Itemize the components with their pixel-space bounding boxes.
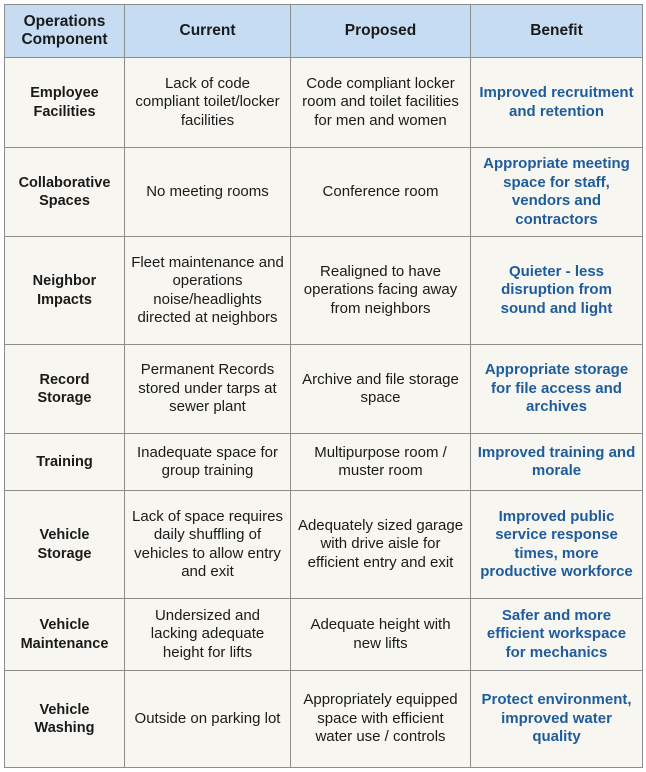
table-cell: Inadequate space for group training: [124, 433, 291, 491]
table-cell: Archive and file storage space: [290, 344, 471, 434]
table-cell: Adequate height with new lifts: [290, 598, 471, 671]
table-cell: Permanent Records stored under tarps at …: [124, 344, 291, 434]
table-cell: Undersized and lacking adequate height f…: [124, 598, 291, 671]
table-cell: Lack of space requires daily shuffling o…: [124, 490, 291, 599]
benefit-cell: Appropriate meeting space for staff, ven…: [470, 147, 643, 237]
header-cell: Current: [124, 4, 291, 58]
header-row: Operations Component Current Proposed Benef…: [4, 4, 643, 58]
table-cell: No meeting rooms: [124, 147, 291, 237]
benefit-cell: Protect environment, improved water qual…: [470, 670, 643, 768]
table-row: Employee Facilities Lack of code complian…: [4, 57, 643, 148]
header-cell: Proposed: [290, 4, 471, 58]
table-row: Vehicle Storage Lack of space requires da…: [4, 490, 643, 599]
component-cell: Neighbor Impacts: [4, 236, 125, 345]
component-cell: Training: [4, 433, 125, 491]
table-cell: Conference room: [290, 147, 471, 237]
table-cell: Fleet maintenance and operations noise/h…: [124, 236, 291, 345]
table-cell: Appropriately equipped space with effici…: [290, 670, 471, 768]
component-cell: Vehicle Storage: [4, 490, 125, 599]
table-cell: Outside on parking lot: [124, 670, 291, 768]
table-row: Vehicle Maintenance Undersized and lackin…: [4, 598, 643, 671]
component-cell: Vehicle Maintenance: [4, 598, 125, 671]
component-cell: Collaborative Spaces: [4, 147, 125, 237]
table-header: Operations Component Current Proposed Benef…: [4, 4, 643, 58]
operations-table: Operations Component Current Proposed Benef…: [4, 4, 643, 768]
benefit-cell: Appropriate storage for file access and …: [470, 344, 643, 434]
component-cell: Vehicle Washing: [4, 670, 125, 768]
table-row: Neighbor Impacts Fleet maintenance and op…: [4, 236, 643, 345]
benefit-cell: Quieter - less disruption from sound and…: [470, 236, 643, 345]
table-body: Employee Facilities Lack of code complian…: [4, 57, 643, 768]
table-row: Vehicle Washing Outside on parking lot App…: [4, 670, 643, 768]
benefit-cell: Improved training and morale: [470, 433, 643, 491]
table-row: Training Inadequate space for group train…: [4, 433, 643, 491]
table-row: Record Storage Permanent Records stored u…: [4, 344, 643, 434]
benefit-cell: Safer and more efficient workspace for m…: [470, 598, 643, 671]
component-cell: Record Storage: [4, 344, 125, 434]
benefit-cell: Improved recruitment and retention: [470, 57, 643, 148]
table-cell: Multipurpose room / muster room: [290, 433, 471, 491]
header-cell: Benefit: [470, 4, 643, 58]
component-cell: Employee Facilities: [4, 57, 125, 148]
table-cell: Lack of code compliant toilet/locker fac…: [124, 57, 291, 148]
table-cell: Code compliant locker room and toilet fa…: [290, 57, 471, 148]
benefit-cell: Improved public service response times, …: [470, 490, 643, 599]
table-row: Collaborative Spaces No meeting rooms Conf…: [4, 147, 643, 237]
table-cell: Realigned to have operations facing away…: [290, 236, 471, 345]
table-cell: Adequately sized garage with drive aisle…: [290, 490, 471, 599]
header-cell: Operations Component: [4, 4, 125, 58]
